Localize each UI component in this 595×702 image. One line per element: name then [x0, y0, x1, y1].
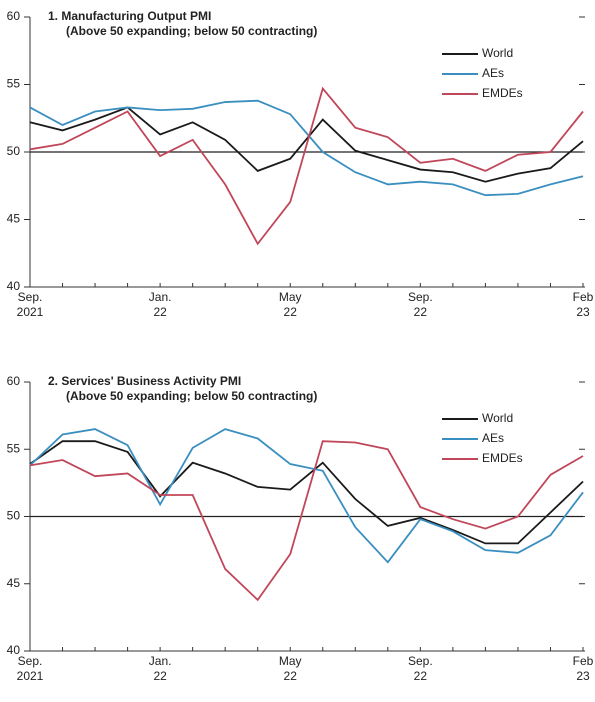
- chart-subtitle: (Above 50 expanding; below 50 contractin…: [66, 24, 317, 38]
- x-tick-label: Jan. 22: [149, 290, 172, 319]
- x-tick-label: Sep. 2021: [17, 654, 44, 683]
- chart-subtitle: (Above 50 expanding; below 50 contractin…: [66, 389, 317, 403]
- x-tick-label: Feb 23: [573, 290, 594, 319]
- y-tick-label: 55: [7, 441, 21, 455]
- y-tick-label: 45: [7, 576, 21, 590]
- y-tick-label: 40: [7, 279, 21, 293]
- x-tick-label: Feb 23: [573, 654, 594, 683]
- legend-label: EMDEs: [482, 86, 523, 100]
- y-tick-label: 50: [7, 144, 21, 158]
- series-line: [29, 86, 584, 246]
- y-tick-label: 60: [7, 374, 21, 388]
- series-line: [29, 440, 584, 545]
- legend-label: EMDEs: [482, 451, 523, 465]
- y-tick-label: 55: [7, 77, 21, 91]
- y-tick-label: 40: [7, 643, 21, 657]
- x-tick-label: Sep. 2021: [17, 290, 44, 319]
- series-line: [29, 99, 584, 197]
- legend-label: AEs: [482, 431, 504, 445]
- legend-label: World: [482, 46, 513, 60]
- series-line: [29, 106, 584, 183]
- x-tick-label: May 22: [279, 290, 302, 319]
- y-tick-label: 60: [7, 9, 21, 23]
- x-tick-label: May 22: [279, 654, 302, 683]
- chart-title: 1. Manufacturing Output PMI: [48, 9, 211, 23]
- series-line: [29, 440, 584, 602]
- legend-label: AEs: [482, 66, 504, 80]
- y-tick-label: 45: [7, 212, 21, 226]
- legend-label: World: [482, 411, 513, 425]
- x-tick-label: Sep. 22: [408, 290, 433, 319]
- y-tick-label: 50: [7, 509, 21, 523]
- x-tick-label: Sep. 22: [408, 654, 433, 683]
- x-tick-label: Jan. 22: [149, 654, 172, 683]
- series-line: [29, 428, 584, 564]
- chart-title: 2. Services' Business Activity PMI: [48, 374, 241, 388]
